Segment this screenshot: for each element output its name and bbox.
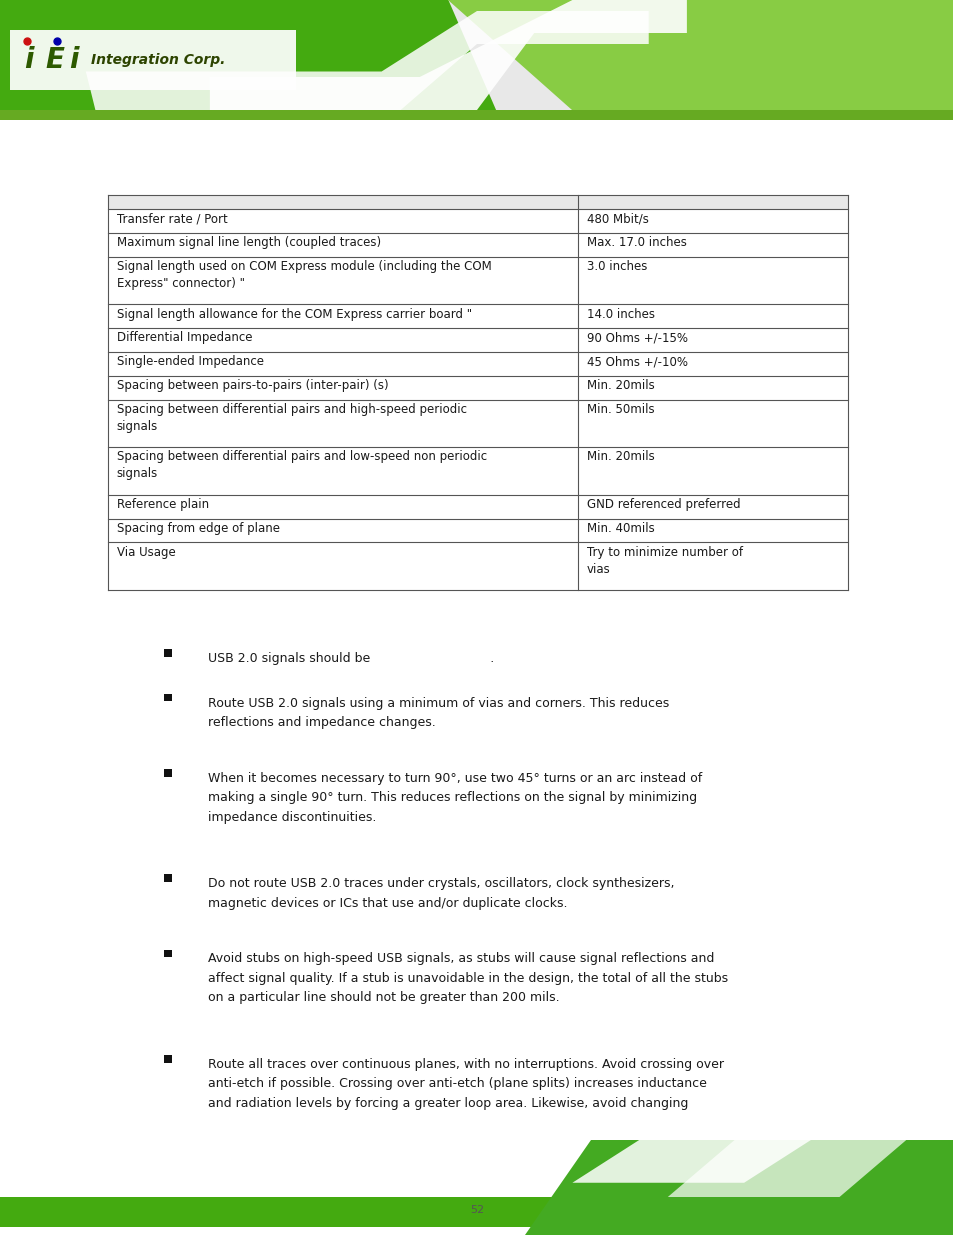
FancyBboxPatch shape — [0, 110, 953, 120]
FancyBboxPatch shape — [164, 650, 172, 657]
FancyBboxPatch shape — [0, 1197, 686, 1228]
FancyBboxPatch shape — [164, 694, 172, 701]
FancyBboxPatch shape — [10, 30, 295, 90]
Text: USB 2.0 signals should be                              .: USB 2.0 signals should be . — [208, 652, 494, 664]
Text: Spacing from edge of plane: Spacing from edge of plane — [117, 521, 279, 535]
Text: 14.0 inches: 14.0 inches — [586, 308, 654, 321]
Polygon shape — [0, 0, 496, 110]
Text: Min. 20mils: Min. 20mils — [586, 379, 654, 391]
FancyBboxPatch shape — [0, 0, 953, 110]
Text: Max. 17.0 inches: Max. 17.0 inches — [586, 236, 686, 249]
Text: Spacing between pairs-to-pairs (inter-pair) (s): Spacing between pairs-to-pairs (inter-pa… — [117, 379, 388, 391]
FancyBboxPatch shape — [108, 195, 847, 209]
FancyBboxPatch shape — [164, 769, 172, 777]
Text: i: i — [69, 46, 78, 74]
Text: 45 Ohms +/-10%: 45 Ohms +/-10% — [586, 356, 687, 368]
Text: When it becomes necessary to turn 90°, use two 45° turns or an arc instead of
ma: When it becomes necessary to turn 90°, u… — [208, 772, 701, 824]
Text: Differential Impedance: Differential Impedance — [117, 331, 253, 345]
Text: Reference plain: Reference plain — [117, 498, 209, 511]
Text: Min. 50mils: Min. 50mils — [586, 403, 654, 416]
Text: Integration Corp.: Integration Corp. — [91, 53, 225, 67]
FancyBboxPatch shape — [164, 950, 172, 957]
FancyBboxPatch shape — [0, 1140, 953, 1235]
Text: Route all traces over continuous planes, with no interruptions. Avoid crossing o: Route all traces over continuous planes,… — [208, 1057, 723, 1110]
Polygon shape — [210, 0, 686, 110]
Text: Transfer rate / Port: Transfer rate / Port — [117, 212, 228, 226]
Text: Signal length allowance for the COM Express carrier board ": Signal length allowance for the COM Expr… — [117, 308, 472, 321]
Text: 90 Ohms +/-15%: 90 Ohms +/-15% — [586, 331, 687, 345]
Text: Avoid stubs on high-speed USB signals, as stubs will cause signal reflections an: Avoid stubs on high-speed USB signals, a… — [208, 952, 727, 1004]
Polygon shape — [86, 11, 648, 110]
Polygon shape — [572, 1140, 810, 1183]
Text: i: i — [24, 46, 33, 74]
Polygon shape — [524, 1140, 953, 1235]
Text: Via Usage: Via Usage — [117, 546, 175, 558]
Text: Maximum signal line length (coupled traces): Maximum signal line length (coupled trac… — [117, 236, 380, 249]
Text: Try to minimize number of
vias: Try to minimize number of vias — [586, 546, 742, 576]
Polygon shape — [448, 0, 953, 110]
Text: Min. 40mils: Min. 40mils — [586, 521, 654, 535]
Text: Spacing between differential pairs and low-speed non periodic
signals: Spacing between differential pairs and l… — [117, 451, 486, 480]
Text: 52: 52 — [470, 1205, 483, 1215]
Text: Single-ended Impedance: Single-ended Impedance — [117, 356, 264, 368]
Text: GND referenced preferred: GND referenced preferred — [586, 498, 740, 511]
Text: Signal length used on COM Express module (including the COM
Express" connector) : Signal length used on COM Express module… — [117, 261, 491, 290]
FancyBboxPatch shape — [164, 874, 172, 882]
Text: Min. 20mils: Min. 20mils — [586, 451, 654, 463]
FancyBboxPatch shape — [164, 1055, 172, 1063]
Text: E: E — [46, 46, 65, 74]
Text: 3.0 inches: 3.0 inches — [586, 261, 646, 273]
Polygon shape — [667, 1140, 905, 1197]
Text: Do not route USB 2.0 traces under crystals, oscillators, clock synthesizers,
mag: Do not route USB 2.0 traces under crysta… — [208, 877, 674, 910]
Text: Route USB 2.0 signals using a minimum of vias and corners. This reduces
reflecti: Route USB 2.0 signals using a minimum of… — [208, 697, 669, 729]
Text: Spacing between differential pairs and high-speed periodic
signals: Spacing between differential pairs and h… — [117, 403, 466, 432]
Text: 480 Mbit/s: 480 Mbit/s — [586, 212, 648, 226]
